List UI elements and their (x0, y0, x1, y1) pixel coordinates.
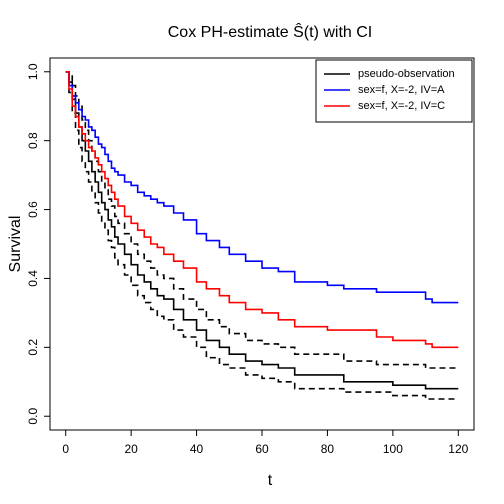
x-tick-label: 100 (383, 442, 403, 456)
x-tick-label: 120 (448, 442, 468, 456)
x-tick-label: 20 (124, 442, 138, 456)
y-tick-label: 0.0 (26, 408, 40, 425)
y-tick-label: 0.4 (26, 270, 40, 287)
survival-curve (65, 70, 459, 390)
survival-curve (65, 70, 459, 349)
x-tick-label: 60 (255, 442, 269, 456)
x-axis-label: t (268, 472, 273, 489)
legend-label: sex=f, X=-2, IV=C (358, 100, 445, 112)
legend-label: sex=f, X=-2, IV=A (358, 84, 445, 96)
survival-curve (65, 70, 459, 400)
survival-curve (65, 70, 459, 304)
y-axis-label: Survival (7, 216, 24, 273)
y-tick-label: 0.8 (26, 132, 40, 149)
survival-curve (65, 70, 459, 369)
y-tick-label: 1.0 (26, 63, 40, 80)
y-tick-label: 0.6 (26, 201, 40, 218)
y-tick-label: 0.2 (26, 339, 40, 356)
x-tick-label: 80 (321, 442, 335, 456)
x-tick-label: 0 (62, 442, 69, 456)
legend-label: pseudo-observation (358, 68, 455, 80)
legend-box (315, 59, 473, 123)
chart-title: Cox PH-estimate Ŝ(t) with CI (168, 22, 372, 41)
x-tick-label: 40 (190, 442, 204, 456)
